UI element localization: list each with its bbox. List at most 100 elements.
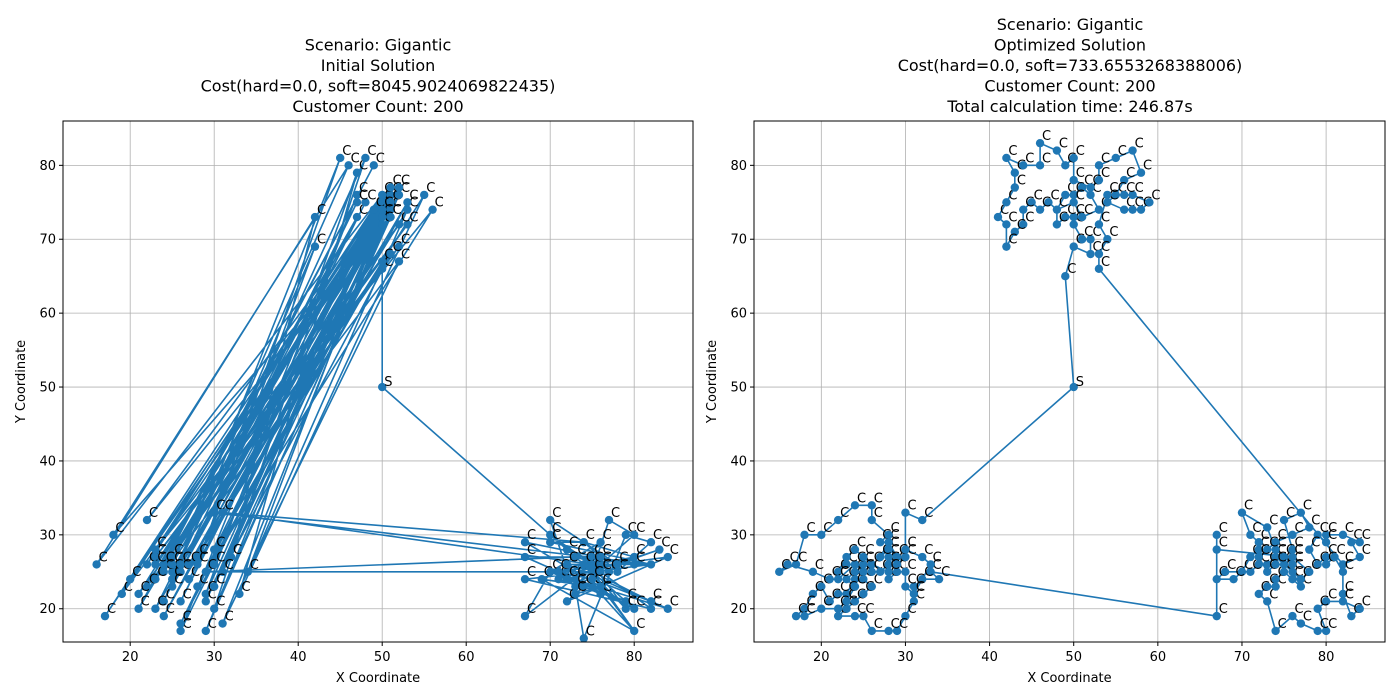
y-tick-label: 20 bbox=[39, 602, 56, 617]
customer-point bbox=[1288, 552, 1297, 562]
customer-label: C bbox=[115, 521, 124, 536]
customer-label: C bbox=[1320, 617, 1329, 632]
customer-point bbox=[1279, 552, 1289, 562]
customer-label: C bbox=[907, 602, 916, 617]
customer-point bbox=[901, 567, 910, 576]
customer-point bbox=[142, 582, 152, 591]
customer-point bbox=[168, 567, 177, 576]
customer-label: C bbox=[1311, 513, 1320, 528]
customer-label: C bbox=[594, 565, 603, 580]
customer-label: C bbox=[1025, 151, 1034, 166]
customer-label: C bbox=[241, 580, 250, 595]
customer-point bbox=[1086, 235, 1095, 244]
customer-point bbox=[336, 153, 345, 163]
customer-label: C bbox=[216, 536, 225, 551]
customer-point bbox=[1313, 626, 1322, 636]
y-tick-label: 60 bbox=[730, 307, 747, 322]
customer-point bbox=[1254, 545, 1264, 554]
customer-point bbox=[833, 611, 843, 621]
customer-point bbox=[1010, 168, 1020, 177]
customer-label: C bbox=[891, 617, 900, 632]
customer-point bbox=[1271, 538, 1280, 547]
customer-point bbox=[1321, 626, 1331, 636]
customer-label: C bbox=[435, 196, 444, 211]
customer-point bbox=[800, 604, 809, 613]
customer-point bbox=[1288, 567, 1297, 576]
customer-point bbox=[876, 538, 885, 547]
customer-label: C bbox=[1101, 255, 1110, 270]
customer-point bbox=[867, 560, 876, 569]
customer-label: C bbox=[891, 528, 900, 543]
customer-label: C bbox=[1278, 543, 1287, 558]
customer-label: C bbox=[933, 558, 942, 573]
customer-label: C bbox=[924, 565, 933, 580]
customer-point bbox=[1061, 271, 1070, 281]
customer-point bbox=[226, 552, 236, 562]
customer-point bbox=[159, 560, 168, 569]
customer-label: C bbox=[1101, 210, 1110, 225]
customer-point bbox=[562, 597, 572, 606]
customer-point bbox=[859, 560, 868, 569]
customer-label: C bbox=[628, 587, 637, 602]
customer-point bbox=[1119, 175, 1129, 185]
customer-label: C bbox=[874, 491, 883, 506]
customer-label: C bbox=[899, 558, 908, 573]
customer-label: C bbox=[393, 240, 402, 255]
chart-title-line: Customer Count: 200 bbox=[984, 77, 1155, 96]
customer-point bbox=[596, 552, 605, 562]
customer-point bbox=[850, 597, 860, 606]
customer-label: C bbox=[874, 617, 883, 632]
customer-point bbox=[901, 545, 910, 554]
customer-label: C bbox=[603, 543, 612, 558]
customer-label: C bbox=[661, 536, 670, 551]
customer-label: C bbox=[1101, 151, 1110, 166]
customer-point bbox=[579, 560, 588, 569]
customer-label: C bbox=[157, 550, 166, 565]
customer-label: C bbox=[815, 580, 824, 595]
customer-label: C bbox=[636, 595, 645, 610]
customer-label: C bbox=[527, 602, 536, 617]
customer-point bbox=[386, 249, 395, 259]
customer-point bbox=[833, 567, 843, 576]
customer-point bbox=[151, 560, 160, 569]
customer-label: C bbox=[561, 565, 570, 580]
customer-label: C bbox=[636, 543, 645, 558]
customer-label: C bbox=[1294, 536, 1303, 551]
y-tick-label: 80 bbox=[730, 159, 747, 174]
customer-point bbox=[520, 574, 530, 584]
customer-point bbox=[378, 190, 387, 200]
customer-label: C bbox=[586, 528, 595, 543]
customer-point bbox=[859, 567, 868, 576]
customer-point bbox=[394, 190, 404, 200]
customer-label: C bbox=[653, 528, 662, 543]
chart-title-line: Customer Count: 200 bbox=[292, 97, 463, 116]
customer-point bbox=[655, 545, 664, 554]
customer-point bbox=[613, 567, 622, 576]
customer-point bbox=[901, 582, 910, 591]
customer-label: C bbox=[1084, 203, 1093, 218]
customer-label: C bbox=[1042, 129, 1051, 144]
customer-label: C bbox=[891, 543, 900, 558]
customer-label: C bbox=[124, 580, 133, 595]
customer-label: C bbox=[1076, 144, 1085, 159]
customer-label: C bbox=[1093, 225, 1102, 240]
customer-point bbox=[859, 611, 868, 621]
customer-label: C bbox=[603, 573, 612, 588]
customer-label: C bbox=[1135, 196, 1144, 211]
customer-point bbox=[1086, 183, 1095, 192]
customer-label: C bbox=[409, 188, 418, 203]
customer-label: C bbox=[1261, 528, 1270, 543]
customer-point bbox=[168, 552, 177, 562]
customer-point bbox=[876, 567, 885, 576]
customer-point bbox=[579, 634, 588, 643]
customer-point bbox=[1077, 183, 1087, 192]
customer-label: C bbox=[166, 550, 175, 565]
customer-point bbox=[884, 545, 893, 554]
customer-point bbox=[546, 567, 555, 576]
customer-label: C bbox=[1269, 587, 1278, 602]
depot-label: S bbox=[1076, 375, 1084, 390]
customer-point bbox=[1321, 552, 1331, 562]
customer-point bbox=[850, 574, 860, 584]
customer-point bbox=[403, 220, 412, 229]
